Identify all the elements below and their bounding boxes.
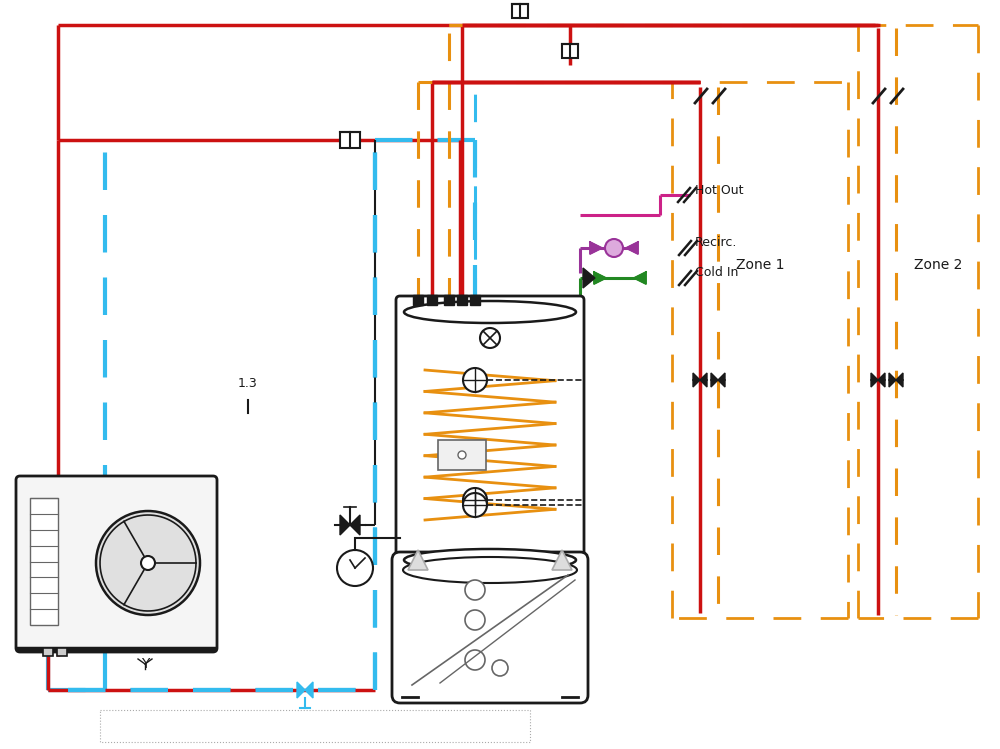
- Polygon shape: [871, 373, 878, 387]
- Circle shape: [465, 580, 485, 600]
- Polygon shape: [889, 373, 896, 387]
- FancyBboxPatch shape: [16, 476, 217, 652]
- Circle shape: [463, 368, 487, 392]
- Circle shape: [480, 328, 500, 348]
- Bar: [457, 295, 467, 305]
- Polygon shape: [408, 550, 428, 570]
- Ellipse shape: [403, 557, 577, 583]
- Polygon shape: [590, 242, 602, 254]
- Polygon shape: [700, 373, 707, 387]
- Text: Zone 2: Zone 2: [914, 258, 962, 272]
- Bar: [413, 295, 423, 305]
- Polygon shape: [583, 268, 595, 288]
- Bar: [470, 295, 480, 305]
- Polygon shape: [350, 515, 360, 535]
- Text: Hot Out: Hot Out: [695, 184, 744, 196]
- Bar: [30, 498, 58, 625]
- Polygon shape: [718, 373, 725, 387]
- Bar: [562, 44, 578, 58]
- Polygon shape: [634, 272, 646, 284]
- Ellipse shape: [404, 301, 576, 323]
- Circle shape: [605, 239, 623, 257]
- Polygon shape: [878, 373, 885, 387]
- Text: 1.3: 1.3: [238, 377, 258, 390]
- Circle shape: [463, 493, 487, 517]
- Bar: [18, 478, 215, 650]
- Text: Zone 1: Zone 1: [736, 258, 784, 272]
- Circle shape: [492, 660, 508, 676]
- Circle shape: [337, 550, 373, 586]
- Circle shape: [463, 488, 487, 512]
- Bar: [43, 648, 53, 656]
- Bar: [512, 4, 528, 18]
- Polygon shape: [711, 373, 718, 387]
- Bar: [444, 295, 454, 305]
- Circle shape: [465, 610, 485, 630]
- Text: Y: Y: [141, 657, 149, 671]
- Polygon shape: [594, 272, 606, 284]
- Circle shape: [141, 556, 155, 570]
- FancyBboxPatch shape: [392, 552, 588, 703]
- Polygon shape: [896, 373, 903, 387]
- Polygon shape: [340, 515, 350, 535]
- Bar: [57, 648, 67, 656]
- Polygon shape: [693, 373, 700, 387]
- Text: Cold In: Cold In: [695, 267, 738, 279]
- Polygon shape: [297, 682, 305, 698]
- Circle shape: [458, 451, 466, 459]
- FancyBboxPatch shape: [396, 296, 584, 564]
- Polygon shape: [305, 682, 313, 698]
- Circle shape: [96, 511, 200, 615]
- Polygon shape: [626, 242, 638, 254]
- Ellipse shape: [404, 549, 576, 571]
- Bar: [438, 440, 486, 470]
- Bar: [427, 295, 437, 305]
- Circle shape: [465, 650, 485, 670]
- Text: Recirc.: Recirc.: [695, 237, 737, 249]
- Polygon shape: [552, 550, 572, 570]
- Bar: [340, 132, 360, 148]
